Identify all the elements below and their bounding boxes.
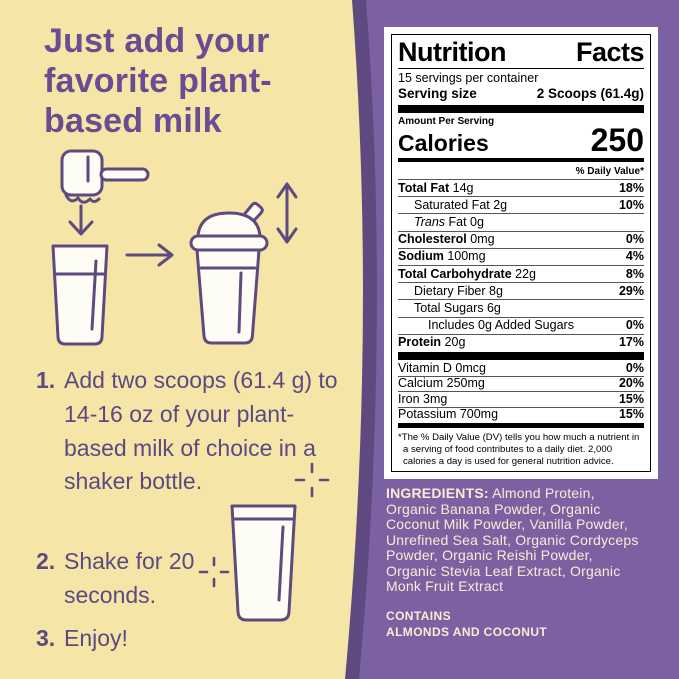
divider-bar — [398, 423, 644, 428]
nutrition-facts-border: Nutrition Facts 15 servings per containe… — [391, 34, 651, 472]
calories-value: 250 — [590, 122, 644, 159]
calories-label: Calories — [398, 129, 489, 156]
micronutrient-row: Potassium 700mg 15% — [398, 407, 644, 422]
nutrient-row: Sodium 100mg 4% — [398, 249, 644, 266]
daily-value-header: % Daily Value* — [398, 163, 644, 181]
divider-bar — [398, 157, 644, 163]
serving-size-row: Serving size 2 Scoops (61.4g) — [398, 85, 644, 104]
nutrient-row: Dietary Fiber 8g 29% — [398, 283, 644, 301]
calories-row: Calories 250 — [398, 122, 644, 159]
serving-size-label: Serving size — [398, 86, 477, 102]
nutrition-facts-panel: Nutrition Facts 15 servings per containe… — [384, 27, 658, 479]
step-number: 2. — [36, 548, 56, 574]
step-number: 3. — [36, 625, 56, 651]
headline-line: Just add your — [44, 22, 270, 60]
micronutrient-row: Iron 3mg 15% — [398, 391, 644, 408]
ingredients-section: INGREDIENTS: Almond Protein, Organic Ban… — [386, 485, 642, 641]
nutrient-row: Total Sugars 6g — [398, 300, 644, 318]
nutrient-row: Total Carbohydrate 22g 8% — [398, 266, 644, 284]
divider-bar — [398, 105, 644, 114]
ingredients-text: Almond Protein, Organic Banana Powder, O… — [386, 485, 639, 594]
title-word: Nutrition — [398, 37, 506, 67]
nutrient-row: Saturated Fat 2g 10% — [398, 197, 644, 215]
headline-line: based milk — [44, 101, 222, 140]
amount-per-serving: Amount Per Serving — [398, 116, 495, 128]
nutrient-row: Trans Fat 0g — [398, 214, 644, 232]
step-2: 2. Shake for 20 seconds. — [36, 545, 278, 613]
nutrient-row: Cholesterol 0mg 0% — [398, 232, 644, 249]
nutrition-facts-title: Nutrition Facts — [398, 37, 645, 70]
serving-size-value: 2 Scoops (61.4g) — [536, 86, 644, 102]
ingredients-label: INGREDIENTS: — [386, 485, 489, 501]
micronutrient-row: Vitamin D 0mcg 0% — [398, 360, 644, 377]
nutrient-row: Total Fat 14g 18% — [398, 180, 644, 198]
step-3: 3. Enjoy! — [36, 622, 278, 656]
nutrient-row: Protein 20g 17% — [398, 335, 644, 350]
contains-label: CONTAINS — [386, 608, 451, 623]
page-title: Just add your favorite plant- based milk — [44, 22, 359, 141]
daily-value-footnote: *The % Daily Value (DV) tells you how mu… — [398, 431, 640, 467]
step-text: Add two scoops (61.4 g) to 14-16 oz of y… — [64, 367, 338, 495]
headline-line: favorite plant- — [44, 61, 272, 100]
micronutrient-row: Calcium 250mg 20% — [398, 376, 644, 393]
title-word: Facts — [575, 37, 645, 67]
step-text: Enjoy! — [64, 625, 128, 651]
nutrient-row: Includes 0g Added Sugars 0% — [398, 318, 644, 335]
divider-bar — [398, 351, 644, 360]
allergen-statement: CONTAINS ALMONDS AND COCONUT — [386, 608, 642, 641]
step-1: 1. Add two scoops (61.4 g) to 14-16 oz o… — [36, 364, 338, 499]
step-number: 1. — [36, 367, 56, 393]
servings-per-container: 15 servings per container — [398, 71, 539, 86]
contains-text: ALMONDS AND COCONUT — [386, 625, 548, 639]
step-text: Shake for 20 seconds. — [64, 548, 195, 608]
